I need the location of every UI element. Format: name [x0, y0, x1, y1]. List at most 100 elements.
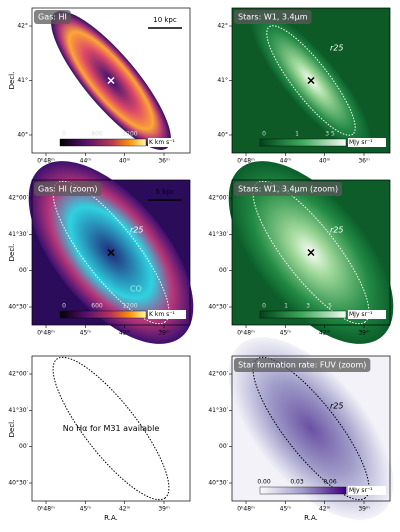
- x-tick-label: 45ᵐ: [280, 330, 292, 337]
- x-axis-label: R.A.: [304, 514, 318, 522]
- colorbar-tick-label: 1200: [122, 303, 137, 310]
- x-tick-label: 45ᵐ: [80, 506, 92, 513]
- panel-frame: [31, 355, 191, 502]
- colorbar-tick-label: 0: [62, 131, 66, 138]
- x-tick-label: 0ʰ48ᵐ: [37, 158, 55, 165]
- y-tick-label: 41°30′: [8, 231, 28, 238]
- colorbar-tick-label: 600: [91, 303, 103, 310]
- colorbar-unit: K km s⁻¹: [149, 311, 175, 318]
- x-axis-label: R.A.: [104, 514, 118, 522]
- y-tick-label: 40°30′: [208, 304, 228, 311]
- y-tick-label: 42°00′: [208, 371, 228, 378]
- colorbar: [259, 486, 347, 495]
- colorbar-tick-label: 1: [284, 303, 288, 310]
- x-tick-label: 45ᵐ: [80, 330, 92, 337]
- x-tick-label: 42ᵐ: [319, 506, 331, 513]
- colorbar-unit-box: [348, 486, 386, 495]
- panel-title: Gas: HI: [38, 13, 67, 22]
- center-cross: [107, 76, 115, 85]
- panel-title: Star formation rate: FUV (zoom): [238, 361, 366, 370]
- colorbar-unit-box: [148, 138, 186, 147]
- y-tick-label: 42°: [217, 23, 228, 30]
- colorbar-tick-label: 5: [328, 303, 332, 310]
- colorbar-unit: K km s⁻¹: [149, 139, 175, 146]
- y-tick-label: 42°00′: [8, 371, 28, 378]
- y-tick-label: 00′: [19, 267, 29, 274]
- center-cross: [307, 76, 315, 85]
- x-tick-label: 39ᵐ: [358, 506, 370, 513]
- panel: Gas: HI (zoom) 5 kpc r25 CO 42°00′ 41°30′ 00′ 4…: [8, 161, 194, 344]
- colorbar-unit-box: [348, 138, 386, 147]
- scale-bar-label: 5 kpc: [155, 188, 174, 196]
- colorbar-tick-label: 0: [262, 131, 266, 138]
- x-tick-label: 42ᵐ: [119, 330, 131, 337]
- colorbar-unit-box: [348, 310, 386, 319]
- scale-bar-label: 10 kpc: [153, 16, 177, 24]
- y-axis-label: Decl.: [8, 72, 16, 90]
- colorbar-tick-label: 3: [306, 303, 310, 310]
- colorbar-tick-label: 1: [295, 131, 299, 138]
- y-tick-label: 41°: [17, 77, 28, 84]
- y-tick-label: 42°00′: [8, 195, 28, 202]
- x-tick-label: 0ʰ48ᵐ: [37, 506, 55, 513]
- colorbar-tick-label: 0: [62, 303, 66, 310]
- x-tick-label: 39ᵐ: [158, 330, 170, 337]
- y-tick-label: 40°: [217, 132, 228, 139]
- colorbar-tick-label: 0.00: [257, 479, 271, 486]
- x-tick-label: 44ᵐ: [280, 158, 292, 165]
- title-box: [234, 182, 343, 196]
- title-box: [234, 358, 371, 372]
- y-tick-label: 00′: [219, 443, 229, 450]
- title-box: [234, 10, 312, 24]
- panel: Stars: W1, 3.4μm (zoom)r2542°00′41°30′00…: [208, 161, 394, 344]
- colorbar: [259, 310, 347, 319]
- y-tick-label: 41°30′: [208, 407, 228, 414]
- x-tick-label: 0ʰ48ᵐ: [37, 330, 55, 337]
- panel: Gas: HI 10 kpc 42° 41° 40° 0ʰ48ᵐ 44ᵐ 40ᵐ 36ᵐ Decl…: [8, 7, 191, 165]
- y-tick-label: 41°30′: [208, 231, 228, 238]
- y-tick-label: 00′: [219, 267, 229, 274]
- colorbar: [59, 310, 147, 319]
- panel-frame: [231, 179, 391, 326]
- x-tick-label: 40ᵐ: [119, 158, 131, 165]
- colorbar: [59, 138, 147, 147]
- colorbar-unit-box: [148, 310, 186, 319]
- panel: Stars: W1, 3.4μm r25 42° 41° 40° 0ʰ48ᵐ 44ᵐ 40ᵐ 3…: [217, 7, 391, 165]
- colorbar-tick-label: 0.06: [323, 479, 337, 486]
- x-tick-label: 39ᵐ: [158, 506, 170, 513]
- colorbar-tick-label: 600: [91, 131, 103, 138]
- panel-background: [32, 356, 190, 501]
- y-tick-label: 40°: [17, 132, 28, 139]
- x-tick-label: 45ᵐ: [280, 506, 292, 513]
- panel-title: Gas: HI (zoom): [38, 185, 97, 194]
- r25-label: r25: [330, 44, 343, 53]
- y-axis-label: Decl.: [8, 244, 16, 262]
- panel-frame: [31, 179, 191, 326]
- r25-label: r25: [330, 402, 343, 411]
- panel: Star formation rate: FUV (zoom) r25 42°00′…: [208, 337, 394, 522]
- colorbar-unit: MJy sr⁻¹: [349, 311, 373, 318]
- title-box: [34, 10, 71, 24]
- y-tick-label: 40°30′: [208, 480, 228, 487]
- panel-title: Stars: W1, 3.4μm (zoom): [238, 185, 338, 194]
- x-tick-label: 0ʰ48ᵐ: [237, 330, 255, 337]
- y-tick-label: 41°: [217, 77, 228, 84]
- y-tick-label: 42°: [17, 23, 28, 30]
- galaxy-image: [228, 161, 394, 344]
- center-cross: [307, 248, 315, 257]
- x-tick-label: 42ᵐ: [119, 506, 131, 513]
- colorbar: [259, 138, 347, 147]
- colorbar-tick-label: 3 5: [325, 131, 335, 138]
- x-tick-label: 44ᵐ: [80, 158, 92, 165]
- x-tick-label: 42ᵐ: [319, 330, 331, 337]
- colorbar-tick-label: 0.03: [290, 479, 304, 486]
- x-tick-label: 0ʰ48ᵐ: [237, 158, 255, 165]
- panel: No Hα for M31 available 42°00′ 41°30′ 00′ 40…: [8, 355, 191, 522]
- galaxy-image: [228, 337, 394, 520]
- colorbar-tick-label: 1200: [122, 131, 137, 138]
- y-tick-label: 40°30′: [8, 480, 28, 487]
- y-tick-label: 42°00′: [208, 195, 228, 202]
- colorbar-unit: MJy sr⁻¹: [349, 487, 373, 494]
- y-tick-label: 40°30′: [8, 304, 28, 311]
